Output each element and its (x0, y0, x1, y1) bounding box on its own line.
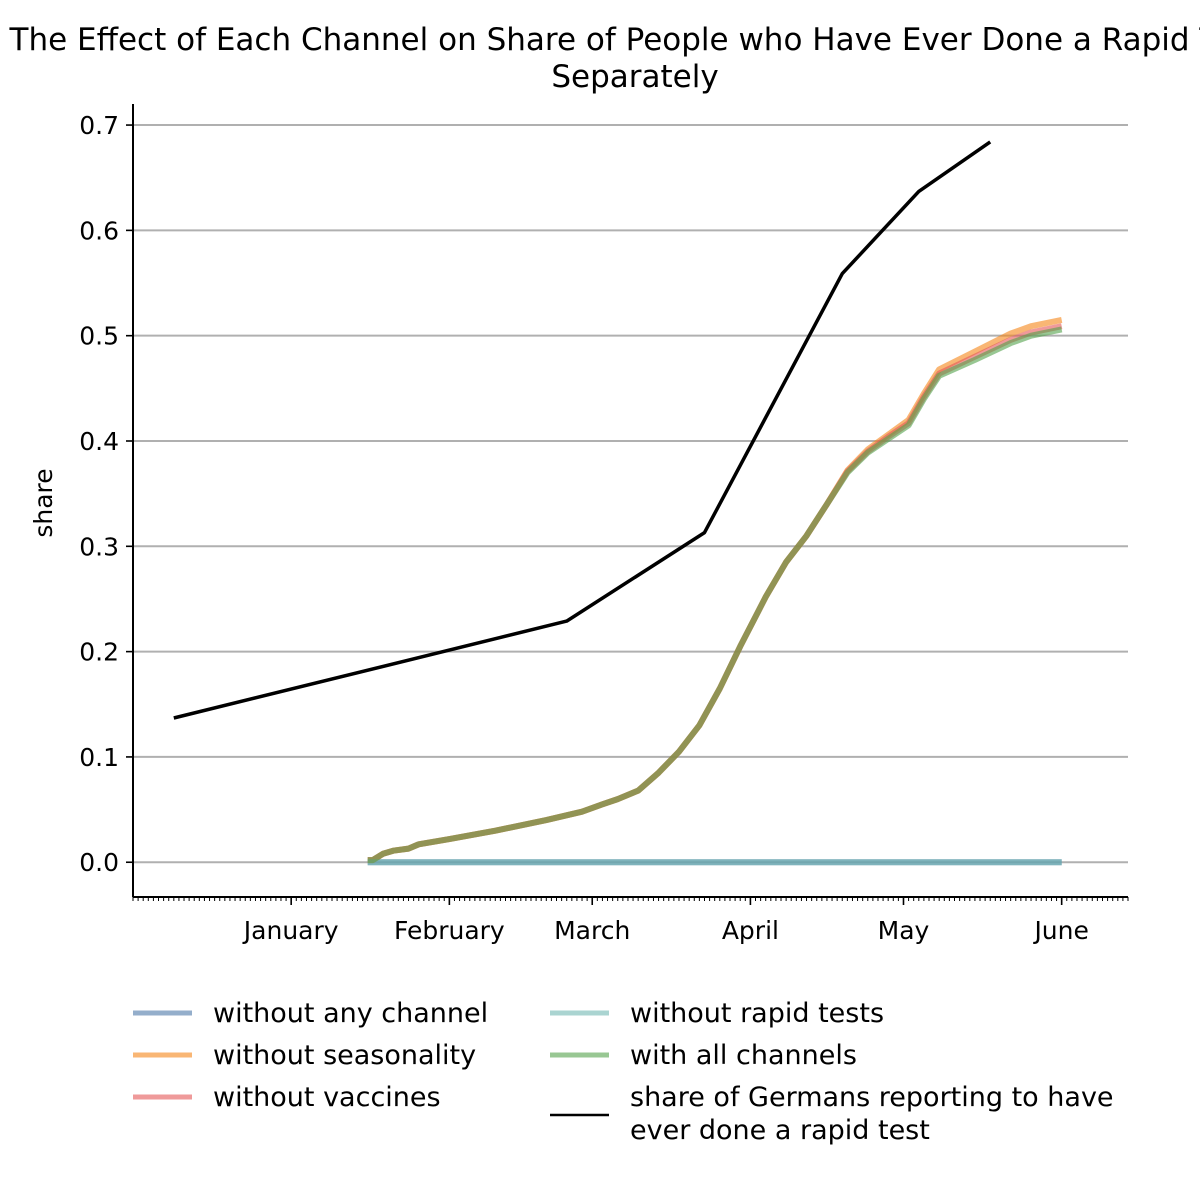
axes (126, 104, 1129, 905)
x-tick-label: January (242, 916, 339, 945)
y-tick-label: 0.7 (79, 111, 119, 140)
gridlines (133, 124, 1128, 864)
y-tick-label: 0.6 (79, 216, 119, 245)
chart-title: The Effect of Each Channel on Share of P… (9, 22, 1200, 58)
y-tick-label: 0.0 (79, 848, 119, 877)
legend-label-share-of-germans-reporting-to-have-ever-done-a-rapid-test: share of Germans reporting to have (630, 1082, 1114, 1113)
legend-label-without-rapid-tests: without rapid tests (630, 998, 884, 1029)
series-lines (173, 140, 1063, 866)
chart-title-continued: Separately (551, 59, 718, 95)
y-tick-label: 0.4 (79, 427, 119, 456)
x-tick-label: May (878, 916, 930, 945)
legend-label-without-vaccines: without vaccines (213, 1082, 441, 1113)
y-tick-label: 0.2 (79, 638, 119, 667)
series-line-without-seasonality (367, 316, 1063, 864)
tick-labels: 0.0 0.1 0.2 0.3 0.4 0.5 0.6 0.7 January February M… (79, 111, 1089, 945)
y-tick-label: 0.5 (79, 322, 119, 351)
x-tick-label: March (554, 916, 630, 945)
series-line-share-of-germans-reporting-to-have-ever-done-a-rapid-test (173, 140, 992, 720)
y-axis-label: share (29, 468, 58, 537)
legend-label-without-seasonality: without seasonality (213, 1040, 476, 1071)
series-line-with-all-channels (367, 326, 1063, 864)
series-line-without-vaccines (367, 323, 1063, 864)
y-tick-label: 0.3 (79, 532, 119, 561)
x-tick-label: April (722, 916, 779, 945)
x-tick-label: June (1032, 916, 1088, 945)
y-tick-label: 0.1 (79, 743, 119, 772)
legend: without any channel without seasonality wi… (133, 998, 1114, 1146)
x-tick-label: February (394, 916, 505, 945)
legend-label-without-any-channel: without any channel (213, 998, 488, 1029)
legend-label-with-all-channels: with all channels (630, 1040, 857, 1071)
legend-label-share-of-germans-reporting-to-have-ever-done-a-rapid-test-line2: ever done a rapid test (630, 1115, 930, 1146)
